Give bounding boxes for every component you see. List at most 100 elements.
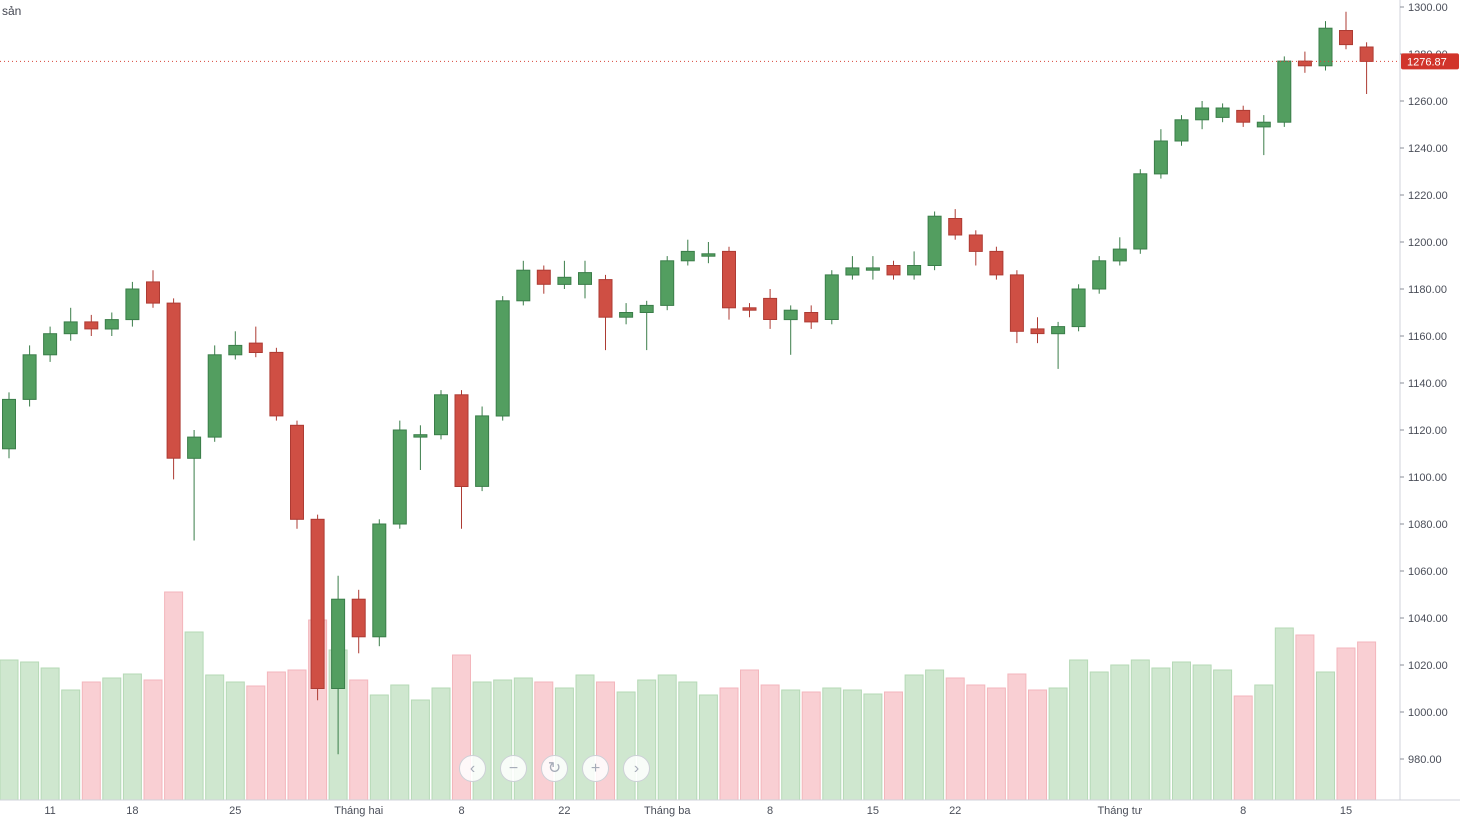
zoom-out-button[interactable]: − bbox=[500, 755, 527, 782]
volume-bar bbox=[225, 681, 245, 801]
price-tick-label: 1260.00 bbox=[1408, 96, 1448, 108]
candle-body bbox=[372, 523, 387, 638]
candle-body bbox=[187, 436, 202, 459]
instrument-partial-label: sản bbox=[2, 4, 22, 18]
price-tick-label: 1240.00 bbox=[1408, 143, 1448, 155]
candle-body bbox=[104, 319, 119, 330]
volume-bar bbox=[842, 689, 862, 801]
candle-body bbox=[434, 394, 448, 436]
time-tick-label: 15 bbox=[1340, 805, 1352, 817]
volume-bar bbox=[945, 677, 965, 801]
volume-bar bbox=[493, 679, 513, 801]
volume-bar bbox=[349, 679, 369, 801]
price-tick-label: 1300.00 bbox=[1408, 2, 1448, 14]
volume-bar bbox=[760, 684, 780, 801]
candle-body bbox=[516, 269, 531, 302]
candle-body bbox=[495, 300, 510, 417]
price-tick-label: 1100.00 bbox=[1408, 472, 1447, 484]
candle-body bbox=[1256, 121, 1271, 128]
time-tick-label: 8 bbox=[458, 805, 464, 817]
candle-body bbox=[207, 354, 222, 438]
volume-bar bbox=[1295, 634, 1315, 801]
volume-bar bbox=[904, 674, 924, 801]
candle-body bbox=[1195, 107, 1210, 121]
candle-body bbox=[290, 424, 304, 520]
candle-body bbox=[722, 250, 736, 309]
volume-bar bbox=[1130, 659, 1150, 801]
pan-left-button[interactable]: ‹ bbox=[459, 755, 486, 782]
price-tick-label: 1200.00 bbox=[1408, 237, 1448, 249]
candle-body bbox=[1009, 274, 1024, 332]
zoom-in-button[interactable]: + bbox=[582, 755, 609, 782]
candle-body bbox=[865, 267, 880, 271]
time-tick-label: Tháng ba bbox=[644, 805, 691, 817]
candle-body bbox=[228, 344, 243, 356]
chart-nav-controls: ‹ − ↻ + › bbox=[459, 755, 650, 782]
price-tick-label: 1000.00 bbox=[1408, 707, 1448, 719]
candle-body bbox=[783, 309, 798, 321]
candle-body bbox=[536, 269, 551, 285]
time-axis[interactable]: 11 18 25 Tháng hai 8 22 Tháng ba 8 15 22 Tháng tư 8… bbox=[44, 805, 1352, 817]
candle-body bbox=[968, 234, 983, 252]
reset-view-button[interactable]: ↻ bbox=[541, 755, 568, 782]
candle-body bbox=[742, 307, 757, 311]
volume-bar bbox=[0, 659, 19, 801]
volume-bar bbox=[266, 671, 286, 801]
candle-body bbox=[701, 253, 716, 257]
candle-body bbox=[1174, 119, 1189, 142]
volume-bar bbox=[390, 684, 410, 801]
candle-body bbox=[1051, 326, 1066, 335]
candle-body bbox=[146, 281, 160, 304]
volume-bar bbox=[1048, 687, 1068, 801]
volume-bar bbox=[698, 694, 718, 801]
volume-bar bbox=[657, 674, 677, 801]
volume-bar bbox=[801, 691, 821, 801]
volume-bar bbox=[1151, 667, 1171, 801]
candle-body bbox=[248, 342, 263, 354]
volume-bar bbox=[781, 689, 801, 801]
volume-bar bbox=[986, 687, 1006, 801]
last-price-label: 1276.87 bbox=[1401, 53, 1459, 70]
time-tick-label: 15 bbox=[867, 805, 879, 817]
volume-bar bbox=[1192, 664, 1212, 801]
chevron-right-icon: › bbox=[633, 760, 640, 777]
volume-bar bbox=[554, 687, 574, 801]
time-tick-label: 8 bbox=[767, 805, 773, 817]
price-axis[interactable]: 1300.001280.001260.001240.001220.001200.… bbox=[1400, 2, 1448, 766]
volume-bar bbox=[1089, 671, 1109, 801]
minus-icon: − bbox=[508, 760, 519, 777]
candle-body bbox=[1339, 30, 1353, 46]
volume-bar bbox=[1110, 664, 1130, 801]
volume-bar bbox=[822, 687, 842, 801]
candle-body bbox=[1277, 60, 1292, 123]
candle-body bbox=[680, 250, 695, 262]
pan-right-button[interactable]: › bbox=[623, 755, 650, 782]
candle-body bbox=[22, 354, 37, 400]
volume-bar bbox=[369, 694, 389, 801]
candle-body bbox=[1153, 140, 1168, 175]
candle-body bbox=[1092, 260, 1107, 290]
volume-bar bbox=[596, 681, 615, 801]
price-tick-label: 1020.00 bbox=[1408, 660, 1448, 672]
candle-body bbox=[63, 321, 78, 335]
candle-body bbox=[269, 351, 284, 417]
time-tick-label: 11 bbox=[44, 805, 55, 817]
volume-bar bbox=[1316, 671, 1335, 801]
candle-body bbox=[2, 398, 16, 450]
candle-body bbox=[392, 429, 407, 525]
volume-bar bbox=[884, 691, 903, 801]
volume-bar bbox=[1336, 647, 1356, 801]
candle-body bbox=[639, 304, 654, 313]
volume-bar bbox=[1233, 695, 1253, 801]
candle-body bbox=[557, 276, 572, 285]
time-tick-label: 22 bbox=[949, 805, 961, 817]
candle-body bbox=[351, 598, 366, 638]
volume-bar bbox=[1357, 641, 1377, 801]
candle-body bbox=[1359, 46, 1374, 62]
chevron-left-icon: ‹ bbox=[469, 760, 476, 777]
candle-body bbox=[125, 288, 140, 321]
time-tick-label: 18 bbox=[126, 805, 138, 817]
candle-body bbox=[331, 598, 346, 690]
